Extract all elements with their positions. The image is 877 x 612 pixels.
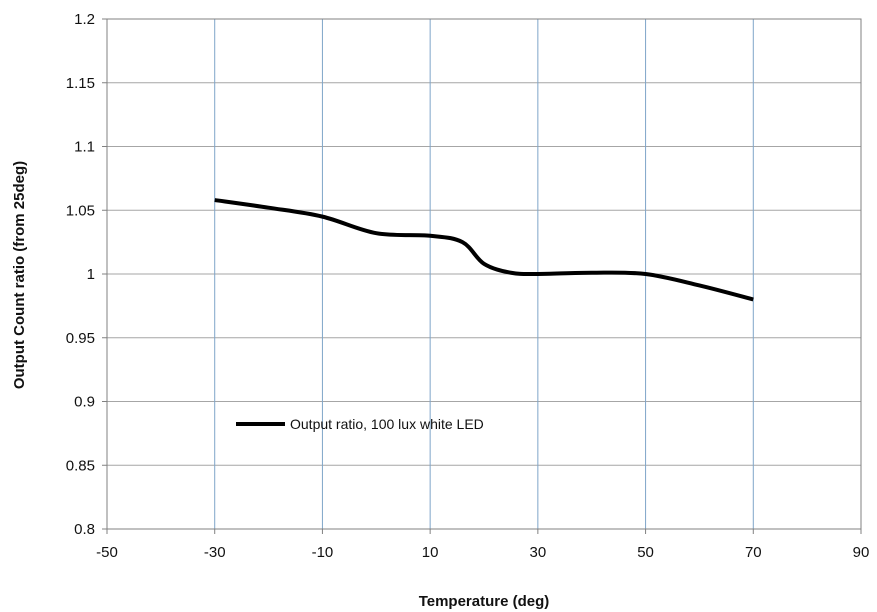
y-tick-label: 1.05 (66, 202, 95, 219)
legend: Output ratio, 100 lux white LED (236, 416, 484, 432)
y-tick-label: 0.9 (74, 394, 95, 411)
series-line (214, 198, 754, 302)
grid-layer (102, 18, 862, 534)
legend-label: Output ratio, 100 lux white LED (290, 416, 484, 432)
y-tick-label: 1.1 (74, 139, 95, 156)
y-tick-label: 1 (87, 266, 95, 283)
series-layer (214, 198, 754, 302)
x-tick-label: 30 (530, 544, 547, 561)
x-tick-label: 90 (853, 544, 870, 561)
x-axis-title: Temperature (deg) (419, 593, 550, 610)
x-tick-label: -50 (96, 544, 118, 561)
plot-area-frame (106, 18, 862, 530)
x-tick-label: 50 (637, 544, 654, 561)
x-tick-label: -10 (312, 544, 334, 561)
x-tick-label: 70 (745, 544, 762, 561)
y-tick-label: 1.2 (74, 11, 95, 28)
y-tick-label: 0.85 (66, 457, 95, 474)
x-tick-label: -30 (204, 544, 226, 561)
y-axis-title: Output Count ratio (from 25deg) (11, 161, 28, 389)
x-tick-label: 10 (422, 544, 439, 561)
x-axis-tick-labels: -50 -30 -10 10 30 50 70 90 (96, 544, 869, 561)
y-axis-tick-labels: 0.8 0.85 0.9 0.95 1 1.05 1.1 1.15 1.2 (66, 11, 95, 538)
y-tick-label: 1.15 (66, 75, 95, 92)
y-tick-label: 0.95 (66, 330, 95, 347)
y-tick-label: 0.8 (74, 521, 95, 538)
